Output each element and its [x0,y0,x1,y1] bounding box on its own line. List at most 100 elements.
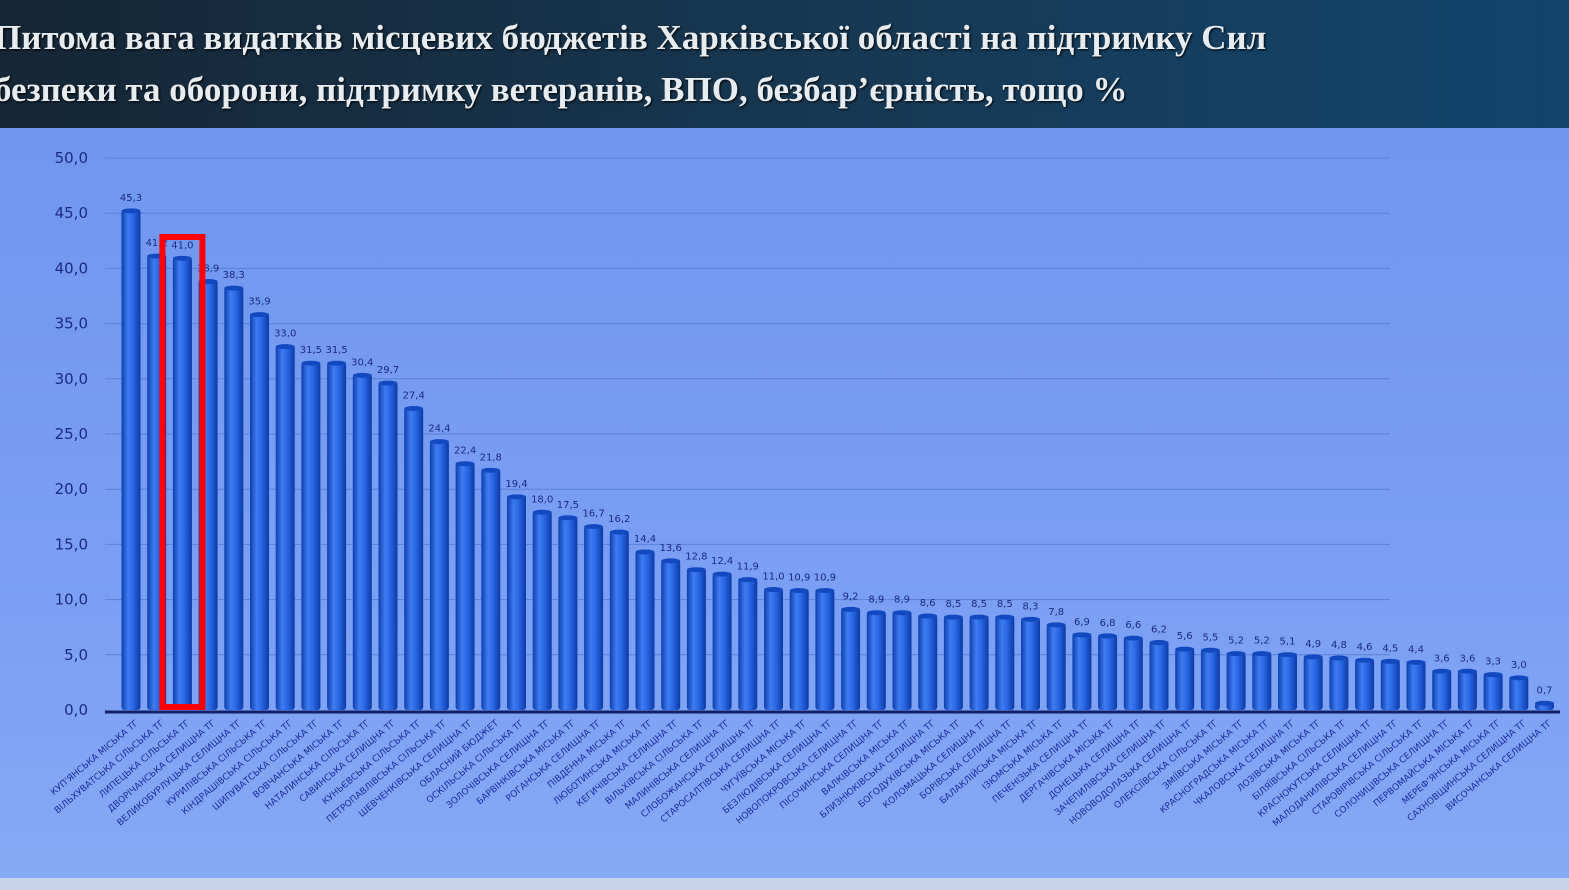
bar-cap [712,571,732,577]
bar [1355,659,1375,710]
data-label: 16,2 [608,514,630,525]
bar-cap [661,558,681,564]
data-label: 8,5 [945,599,961,610]
bar [841,608,861,710]
data-label: 5,6 [1177,631,1193,642]
y-tick-label: 0,0 [64,701,88,719]
bar-cap [507,494,526,500]
bar [686,568,706,710]
data-label: 6,9 [1074,617,1090,628]
bar-cap [1329,655,1349,661]
bar-cap [969,614,989,620]
bar-cap [224,285,244,291]
data-label: 6,6 [1125,620,1141,631]
bar [1200,649,1220,710]
title-bar: Питома вага видатків місцевих бюджетів Х… [0,0,1569,128]
data-label: 10,9 [814,573,836,584]
y-tick-label: 30,0 [55,370,88,388]
data-label: 4,6 [1357,642,1373,653]
bar-cap [558,515,578,521]
y-tick-label: 20,0 [55,480,88,498]
data-label: 27,4 [403,391,425,402]
bar [764,588,783,710]
data-label: 3,6 [1459,653,1475,664]
bar-cap [481,467,501,473]
data-label: 30,4 [351,357,373,368]
bar-cap [943,614,963,620]
data-label: 19,4 [505,479,527,490]
data-label: 5,5 [1202,632,1218,643]
bar-cap [1021,616,1040,622]
chart-title: Питома вага видатків місцевих бюджетів Х… [0,18,1267,109]
bar-cap [892,610,912,616]
data-label: 38,9 [197,264,219,275]
bar [1149,641,1169,710]
bar-cap [1457,668,1477,674]
data-label: 41,0 [171,240,193,251]
bar-cap [532,509,552,515]
y-tick-label: 50,0 [55,149,88,167]
bar-cap [918,613,938,619]
bar [1329,657,1349,710]
data-label: 12,4 [711,556,733,567]
data-label: 18,0 [531,494,553,505]
bar-cap [250,312,269,318]
bar-cap [1509,675,1529,681]
bar [1380,660,1400,710]
bar [1046,623,1066,710]
bar [943,616,963,710]
data-label: 29,7 [377,365,399,376]
bar [995,616,1015,710]
data-label: 8,6 [920,598,936,609]
bar-cap [275,344,295,350]
data-label: 4,5 [1382,643,1398,654]
bar [1509,676,1529,710]
bar [789,589,809,710]
bar-cap [1535,700,1554,706]
bar [1072,633,1092,710]
bar-cap [378,380,398,386]
bar-cap [404,406,424,412]
bar [121,209,141,710]
data-label: 21,8 [480,452,502,463]
bar [1303,655,1323,710]
bar-cap [1252,651,1272,657]
highlight-box [159,234,206,710]
bar [455,462,475,710]
data-label: 3,0 [1511,660,1527,671]
bar [609,531,629,710]
bar [1123,637,1143,710]
data-label: 7,8 [1048,607,1064,618]
data-label: 13,6 [660,543,682,554]
data-label: 8,9 [868,595,884,606]
bar [250,313,269,710]
bar [301,362,321,710]
data-label: 12,8 [685,552,707,563]
bar-cap [841,606,861,612]
data-label: 38,3 [223,270,245,281]
bar-cap [1432,668,1452,674]
y-tick-label: 45,0 [55,204,88,222]
bar [1278,653,1297,710]
bar-cap [1123,635,1143,641]
data-label: 41,2 [146,238,168,249]
bar [352,374,372,710]
bar [1021,618,1040,710]
bar [1432,670,1452,710]
bar [918,615,938,710]
bar [507,495,526,710]
bar [866,611,886,710]
data-label: 6,2 [1151,625,1167,636]
data-label: 4,4 [1408,644,1424,655]
bar [224,287,244,710]
y-tick-label: 35,0 [55,315,88,333]
data-label: 14,4 [634,534,656,545]
bar-cap [1483,672,1503,678]
data-label: 31,5 [300,345,322,356]
bar-cap [1278,652,1297,658]
bar-cap [609,529,629,535]
bar-cap [789,588,809,594]
bar-cap [995,614,1015,620]
bar-cap [121,208,141,214]
